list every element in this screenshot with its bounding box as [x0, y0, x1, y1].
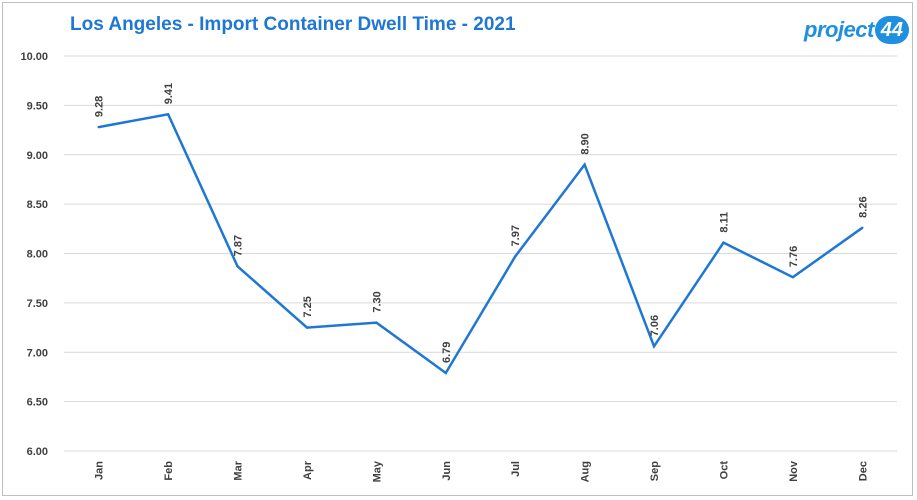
x-tick-label: Jun: [441, 461, 453, 481]
x-tick-label: Jul: [510, 461, 522, 477]
y-axis: 10.00 9.50 9.00 8.50 8.00 7.50 7.00 6.50 6.00: [20, 51, 48, 458]
data-point: [791, 276, 795, 279]
x-tick-label: Jan: [94, 461, 106, 480]
project44-logo: project 44: [804, 14, 909, 46]
x-tick-label: Nov: [788, 460, 800, 482]
x-tick-label: Apr: [302, 460, 314, 480]
x-axis: Jan Feb Mar Apr May Jun Jul Aug Sep Oct Nov Dec: [94, 460, 870, 482]
logo-text: project: [804, 17, 874, 42]
data-label: 8.11: [718, 212, 730, 233]
data-point: [861, 226, 864, 230]
y-tick-label: 8.00: [27, 249, 48, 261]
data-point: [583, 163, 586, 166]
data-label: 7.97: [510, 225, 522, 246]
data-label: 9.28: [94, 96, 106, 117]
chart-title: Los Angeles - Import Container Dwell Tim…: [70, 14, 516, 35]
data-label: 6.79: [441, 342, 453, 363]
logo-number: 44: [874, 16, 909, 44]
data-point: [166, 113, 170, 116]
data-point: [236, 265, 239, 268]
y-tick-label: 7.00: [27, 347, 48, 359]
x-tick-label: Oct: [718, 461, 730, 480]
series-line-path: [98, 112, 864, 375]
data-point: [514, 255, 517, 258]
x-tick-label: Dec: [857, 461, 869, 481]
x-tick-label: Feb: [163, 461, 175, 481]
data-point: [97, 125, 100, 129]
data-label: 7.25: [302, 296, 314, 317]
data-label: 7.06: [649, 315, 661, 336]
data-point: [444, 371, 447, 375]
data-label: 9.41: [163, 83, 175, 104]
y-tick-label: 8.50: [27, 199, 48, 211]
data-point: [722, 241, 725, 244]
data-label: 7.76: [788, 246, 800, 267]
x-tick-label: May: [371, 460, 383, 482]
data-label: 8.90: [580, 133, 592, 154]
data-label: 8.26: [857, 196, 869, 217]
y-tick-label: 6.00: [27, 446, 48, 458]
y-tick-label: 7.50: [27, 298, 48, 310]
y-tick-label: 9.00: [27, 150, 48, 162]
data-label: 7.30: [371, 291, 383, 312]
data-point: [652, 345, 656, 348]
data-labels: 9.28 9.41 7.87 7.25 7.30 6.79 7.97 8.90 7.06 8.11…: [94, 83, 870, 363]
series-line: [97, 112, 864, 375]
data-point: [305, 326, 309, 329]
x-tick-label: Sep: [649, 461, 661, 481]
data-point: [375, 321, 378, 324]
y-tick-label: 10.00: [20, 51, 48, 63]
y-tick-label: 6.50: [27, 397, 48, 409]
gridlines: [64, 55, 897, 452]
data-label: 7.87: [233, 235, 245, 256]
y-tick-label: 9.50: [27, 100, 48, 112]
x-tick-label: Aug: [580, 461, 592, 482]
x-tick-label: Mar: [233, 460, 245, 480]
